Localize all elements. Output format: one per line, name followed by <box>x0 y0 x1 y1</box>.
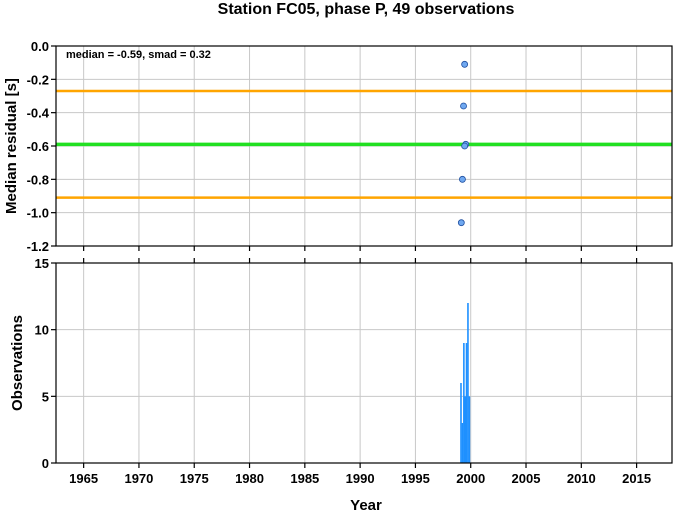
chart-title: Station FC05, phase P, 49 observations <box>218 1 515 18</box>
x-tick-label: 1965 <box>69 471 98 486</box>
x-tick-label: 1975 <box>180 471 209 486</box>
observations-panel-y-ticks: 0 5 10 15 <box>35 256 56 471</box>
x-axis-label: Year <box>350 497 382 511</box>
x-tick-label: 1970 <box>124 471 153 486</box>
residual-point <box>461 142 469 150</box>
y-tick-label: -0.4 <box>27 106 50 121</box>
residual-panel-x-ticks <box>83 246 638 251</box>
observations-panel-grid <box>56 262 672 464</box>
y-tick-label: 10 <box>35 323 49 338</box>
residual-panel-y-axis-label: Median residual [s] <box>3 78 20 214</box>
observations-panel-frame <box>55 262 673 464</box>
residual-point <box>457 219 465 227</box>
residual-panel-reference-lines <box>56 89 672 199</box>
observations-panel-bars <box>460 303 471 463</box>
residual-point <box>461 60 469 68</box>
y-tick-label: -1.0 <box>27 206 49 221</box>
y-tick-label: 5 <box>42 389 49 404</box>
y-tick-label: 0 <box>42 456 49 471</box>
x-tick-label: 1980 <box>235 471 264 486</box>
observation-bar <box>460 383 462 463</box>
y-tick-label: -0.8 <box>27 172 49 187</box>
x-tick-label: 2005 <box>512 471 541 486</box>
x-tick-label: 1995 <box>401 471 430 486</box>
observation-bar <box>467 303 469 463</box>
observation-bar <box>461 423 464 463</box>
y-tick-label: -0.6 <box>27 139 49 154</box>
residual-panel-points <box>457 60 470 227</box>
x-tick-label: 1985 <box>290 471 319 486</box>
observation-bar <box>465 343 468 463</box>
residual-panel-y-ticks: 0.0 -0.2 -0.4 -0.6 -0.8 -1.0 -1.2 <box>27 39 56 254</box>
y-tick-label: 15 <box>35 256 49 271</box>
x-tick-label: 2010 <box>567 471 596 486</box>
y-tick-label: -0.2 <box>27 72 49 87</box>
x-tick-label: 2015 <box>622 471 651 486</box>
residual-point <box>460 102 467 110</box>
residual-panel-annotation: median = -0.59, smad = 0.32 <box>66 49 211 61</box>
residual-point <box>459 175 466 183</box>
observations-panel-y-axis-label: Observations <box>9 315 26 411</box>
x-tick-label: 1990 <box>346 471 375 486</box>
observation-bar <box>464 396 466 463</box>
observation-bar <box>468 396 471 463</box>
x-tick-label: 2000 <box>456 471 485 486</box>
observations-panel-x-ticks: 1965 1970 1975 1980 1985 1990 1995 2000 2005 2010… <box>69 258 651 486</box>
observation-bar <box>463 343 465 463</box>
y-tick-label: -1.2 <box>27 239 49 254</box>
y-tick-label: 0.0 <box>31 39 49 54</box>
